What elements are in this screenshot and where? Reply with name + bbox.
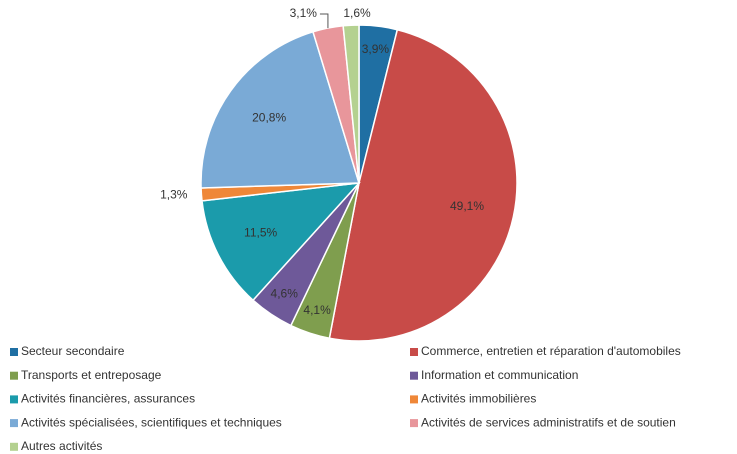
legend-swatch xyxy=(10,442,18,451)
legend-swatch xyxy=(10,395,18,404)
legend-swatch xyxy=(410,419,418,428)
legend-swatch xyxy=(10,419,18,428)
pie-slice xyxy=(200,30,361,189)
legend-label: Autres activités xyxy=(21,439,102,453)
data-label: 1,6% xyxy=(343,6,371,20)
legend-swatch xyxy=(410,395,418,404)
legend-label: Activités spécialisées, scientifiques et… xyxy=(21,415,282,429)
pie-slice xyxy=(328,28,518,342)
data-label: 4,6% xyxy=(271,287,299,301)
data-label: 4,1% xyxy=(303,303,331,317)
legend-swatch xyxy=(10,348,18,356)
pie-slice xyxy=(342,24,360,184)
data-label: 3,1% xyxy=(290,6,318,20)
legend-label: Commerce, entretien et réparation d'auto… xyxy=(421,344,681,358)
data-label: 1,3% xyxy=(160,188,188,202)
legend-label: Activités immobilières xyxy=(421,392,536,406)
leader-line xyxy=(319,13,329,29)
legend-swatch xyxy=(410,371,418,380)
legend-label: Activités financières, assurances xyxy=(21,392,195,406)
legend-label: Activités de services administratifs et … xyxy=(421,415,676,429)
pie-slice xyxy=(201,182,361,302)
legend-swatch xyxy=(410,348,418,356)
data-label: 11,5% xyxy=(244,226,277,240)
legend-label: Secteur secondaire xyxy=(21,344,125,358)
legend-label: Information et communication xyxy=(421,368,578,382)
data-label: 49,1% xyxy=(450,199,484,213)
data-label: 3,9% xyxy=(362,42,390,56)
data-label: 20,8% xyxy=(252,111,286,125)
legend-label: Transports et entreposage xyxy=(21,368,162,382)
legend-swatch xyxy=(10,371,18,380)
